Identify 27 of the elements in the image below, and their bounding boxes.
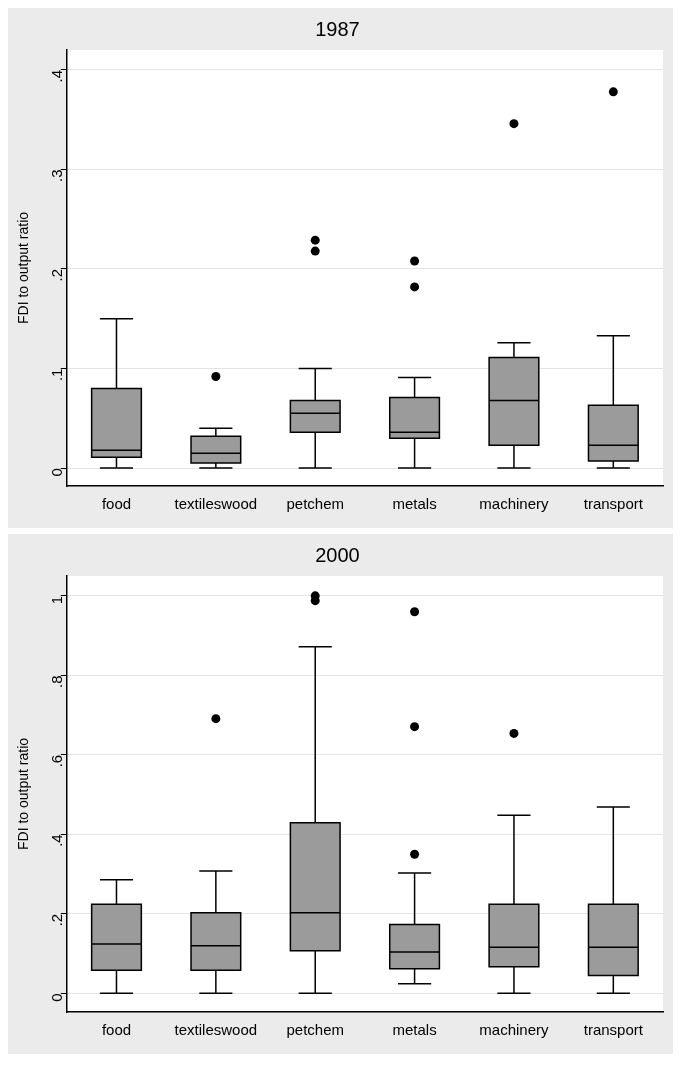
x-tick-label: food — [101, 495, 132, 513]
y-tick-label: .2 — [47, 269, 65, 282]
x-tick-label: textileswood — [174, 1021, 258, 1039]
x-tick-label: food — [101, 1021, 132, 1039]
y-tick-label: .4 — [47, 69, 65, 83]
chart-title: 2000 — [315, 543, 360, 566]
x-tick-label: transport — [583, 495, 644, 513]
x-tick-label: transport — [583, 1021, 644, 1039]
y-axis-title: FDI to output ratio — [15, 211, 32, 325]
y-tick-label: .8 — [47, 675, 65, 688]
y-tick-label: 1 — [47, 595, 65, 605]
y-tick-label: .2 — [47, 913, 65, 927]
y-tick-label: 0 — [47, 468, 65, 477]
chart-title: 1987 — [315, 17, 360, 40]
y-tick-label: 0 — [47, 993, 65, 1002]
x-tick-label: textileswood — [174, 495, 258, 513]
y-tick-label: .4 — [47, 834, 65, 847]
x-tick-label: petchem — [286, 495, 344, 513]
y-axis-title: FDI to output ratio — [15, 737, 32, 851]
y-tick-label: .1 — [47, 368, 65, 382]
y-tick-label: .6 — [47, 754, 65, 768]
y-tick-label: .3 — [47, 169, 65, 182]
x-tick-label: machinery — [479, 495, 550, 513]
x-tick-label: petchem — [286, 1021, 344, 1039]
x-tick-label: metals — [392, 1021, 437, 1039]
x-tick-label: machinery — [479, 1021, 550, 1039]
x-tick-label: metals — [392, 495, 437, 513]
